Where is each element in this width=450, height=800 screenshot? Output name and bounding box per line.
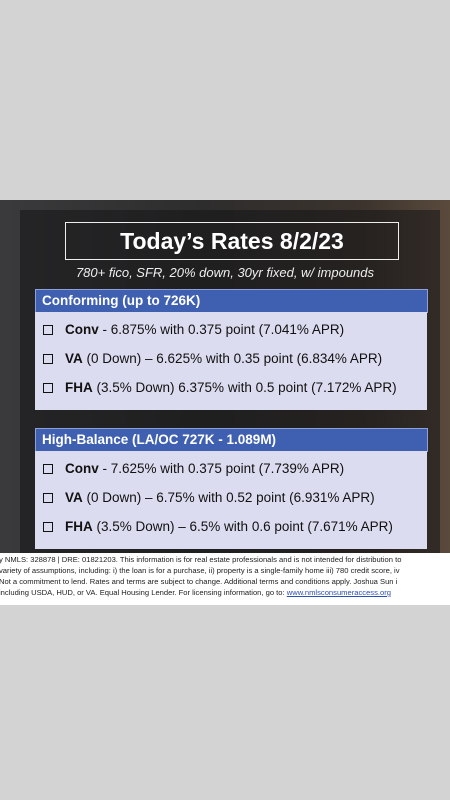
loan-type: FHA <box>65 380 93 395</box>
disclaimer-line: Not a commitment to lend. Rates and term… <box>0 577 397 586</box>
rate-text: (0 Down) – 6.75% with 0.52 point (6.931%… <box>82 490 375 505</box>
rate-row: FHA (3.5% Down) – 6.5% with 0.6 point (7… <box>43 519 393 534</box>
rate-text: (3.5% Down) – 6.5% with 0.6 point (7.671… <box>92 519 393 534</box>
rate-text: - 7.625% with 0.375 point (7.739% APR) <box>98 461 345 476</box>
disclaimer: y NMLS: 328878 | DRE: 01821203. This inf… <box>0 553 450 605</box>
disclaimer-line: variety of assumptions, including: i) th… <box>0 566 400 575</box>
disclaimer-text: Not a commitment to lend. Rates and term… <box>0 577 398 586</box>
disclaimer-line: y NMLS: 328878 | DRE: 01821203. This inf… <box>0 555 401 564</box>
section-header: Conforming (up to 726K) <box>35 289 428 313</box>
disclaimer-text: including USDA, HUD, or VA. Equal Housin… <box>0 588 287 597</box>
title: Today’s Rates 8/2/23 <box>65 222 399 260</box>
checkbox <box>43 464 53 475</box>
section-header: High-Balance (LA/OC 727K - 1.089M) <box>35 428 428 452</box>
subtitle: 780+ fico, SFR, 20% down, 30yr fixed, w/… <box>75 265 375 280</box>
rate-text: - 6.875% with 0.375 point (7.041% APR) <box>98 322 345 337</box>
rate-row: Conv - 6.875% with 0.375 point (7.041% A… <box>43 322 344 337</box>
rate-row: VA (0 Down) – 6.625% with 0.35 point (6.… <box>43 351 382 366</box>
checkbox <box>43 522 53 533</box>
checkbox <box>43 354 53 365</box>
rate-row: FHA (3.5% Down) 6.375% with 0.5 point (7… <box>43 380 397 395</box>
checkbox <box>43 325 53 336</box>
disclaimer-line: including USDA, HUD, or VA. Equal Housin… <box>0 588 391 597</box>
rate-row: Conv - 7.625% with 0.375 point (7.739% A… <box>43 461 344 476</box>
licensing-link[interactable]: www.nmlsconsumeraccess.org <box>286 588 391 597</box>
loan-type: Conv <box>65 461 99 476</box>
disclaimer-text: y NMLS: 328878 | DRE: 01821203. This inf… <box>0 555 402 564</box>
rate-text: (3.5% Down) 6.375% with 0.5 point (7.172… <box>92 380 397 395</box>
checkbox <box>43 383 53 394</box>
rate-text: (0 Down) – 6.625% with 0.35 point (6.834… <box>82 351 383 366</box>
disclaimer-text: variety of assumptions, including: i) th… <box>0 566 400 575</box>
section-body: Conv - 6.875% with 0.375 point (7.041% A… <box>35 312 427 410</box>
section-body: Conv - 7.625% with 0.375 point (7.739% A… <box>35 451 427 549</box>
checkbox <box>43 493 53 504</box>
loan-type: VA <box>65 490 83 505</box>
loan-type: FHA <box>65 519 93 534</box>
rate-row: VA (0 Down) – 6.75% with 0.52 point (6.9… <box>43 490 375 505</box>
loan-type: Conv <box>65 322 99 337</box>
loan-type: VA <box>65 351 83 366</box>
